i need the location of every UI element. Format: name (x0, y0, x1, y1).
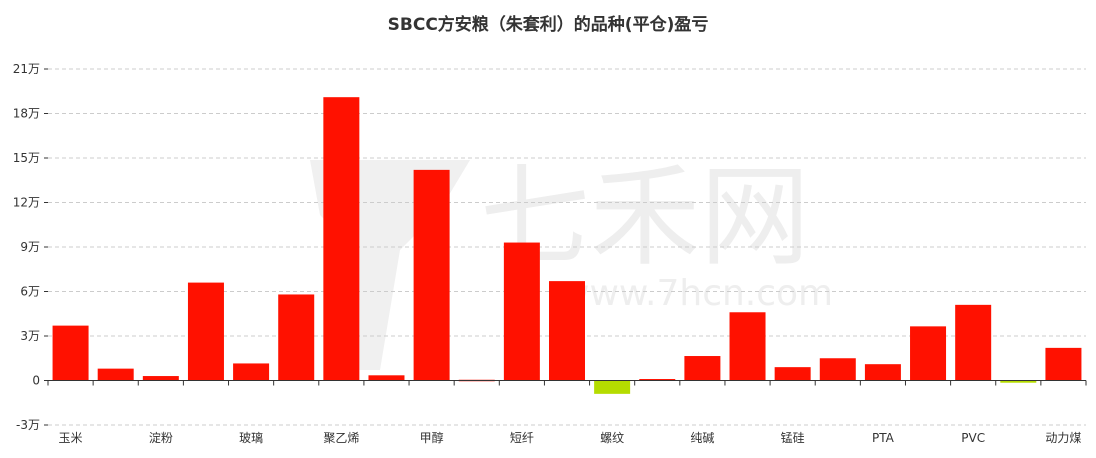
y-tick-label: 12万 (13, 196, 40, 210)
chart-title: SBCC方安粮（朱套利）的品种(平仓)盈亏 (387, 15, 709, 35)
x-tick-label: 甲醇 (420, 430, 444, 445)
x-tick-label: 螺纹 (600, 431, 624, 445)
bar (910, 326, 947, 381)
y-tick-label: 6万 (20, 285, 40, 299)
bar (1000, 380, 1037, 383)
y-tick-label: 3万 (20, 329, 40, 343)
y-tick-label: 18万 (13, 107, 40, 121)
bar (639, 379, 676, 381)
y-axis: -3万 0 3万 6万 9万 12万 15万 18万 21万 (13, 62, 48, 432)
bar (549, 281, 585, 381)
y-tick-label: 21万 (13, 62, 40, 76)
bar (774, 367, 811, 381)
bar (142, 376, 179, 381)
bar (1045, 347, 1082, 381)
y-tick-label: 9万 (20, 240, 40, 254)
x-tick-label: 锰硅 (781, 430, 805, 445)
x-tick-label: PTA (872, 431, 895, 445)
bar (503, 242, 540, 381)
watermark-url: www.7hcn.com (560, 273, 833, 314)
x-tick-label: 玻璃 (239, 431, 263, 445)
x-tick-label: 聚乙烯 (323, 431, 359, 445)
x-tick-label: PVC (961, 431, 985, 445)
bar (368, 375, 405, 381)
bars (52, 97, 1082, 394)
bar (97, 368, 134, 381)
bar (323, 97, 360, 381)
x-tick-label: 玉米 (59, 431, 83, 445)
bar (594, 380, 631, 394)
bar (187, 282, 224, 381)
x-tick-label: 短纤 (510, 431, 534, 445)
bar (955, 304, 992, 381)
bar (278, 294, 315, 381)
y-tick-label: -3万 (16, 418, 40, 432)
x-tick-label: 动力煤 (1045, 431, 1081, 445)
bar (52, 325, 89, 381)
x-tick-label: 淀粉 (149, 431, 173, 445)
bar (684, 356, 721, 381)
bar (819, 358, 856, 381)
y-tick-label: 0 (32, 374, 40, 388)
x-tick-label: 纯碱 (690, 431, 714, 445)
y-tick-label: 15万 (13, 151, 40, 165)
bar (233, 363, 270, 381)
x-axis: 玉米 淀粉 玻璃 聚乙烯 甲醇 短纤 螺纹 纯碱 锰硅 PTA PVC 动力煤 (47, 380, 1087, 445)
bar (864, 364, 901, 381)
bar (413, 169, 450, 381)
bar (729, 312, 766, 381)
